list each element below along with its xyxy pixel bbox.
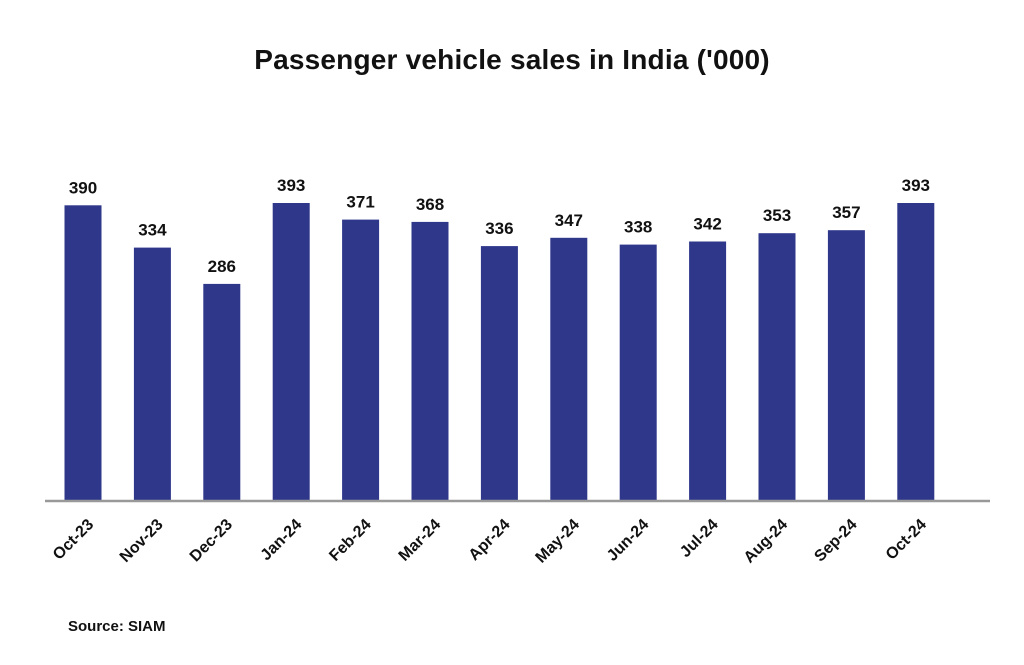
data-label: 371	[346, 193, 374, 212]
bar	[203, 283, 241, 500]
bar	[689, 241, 727, 500]
data-label: 286	[208, 257, 236, 276]
x-tick-label: Oct-23	[50, 516, 97, 563]
x-tick-label: Mar-24	[396, 516, 445, 565]
bar	[619, 244, 657, 500]
chart-title: Passenger vehicle sales in India ('000)	[254, 44, 770, 75]
bar	[64, 205, 102, 501]
x-tick-label: Apr-24	[466, 516, 514, 564]
bar	[480, 246, 518, 500]
data-label: 368	[416, 195, 444, 214]
x-tick-label: Oct-24	[883, 516, 930, 563]
data-label: 393	[277, 176, 305, 195]
data-label: 347	[555, 211, 583, 230]
bar	[272, 203, 310, 500]
x-tick-label: Nov-23	[117, 516, 167, 566]
bar	[550, 237, 588, 501]
x-tick-label: Sep-24	[811, 516, 860, 565]
x-tick-label: Jul-24	[677, 516, 722, 561]
data-label: 393	[902, 176, 930, 195]
data-label: 390	[69, 178, 97, 197]
data-label: 338	[624, 218, 652, 237]
bar	[342, 219, 380, 500]
x-tick-label: Feb-24	[326, 516, 375, 565]
bar	[133, 247, 171, 500]
bar	[827, 230, 865, 500]
x-tick-label: Jun-24	[604, 516, 653, 565]
data-label: 342	[693, 215, 721, 234]
data-label: 334	[138, 221, 167, 240]
data-label: 357	[832, 203, 860, 222]
x-tick-label: May-24	[533, 516, 583, 566]
data-label: 336	[485, 219, 513, 238]
bar	[758, 233, 796, 500]
bar	[411, 221, 449, 500]
x-tick-label: Jan-24	[258, 516, 306, 564]
source-note: Source: SIAM	[68, 618, 166, 635]
x-tick-label: Dec-23	[187, 516, 236, 565]
bar	[897, 203, 935, 500]
data-label: 353	[763, 206, 791, 225]
x-tick-label: Aug-24	[741, 516, 791, 566]
